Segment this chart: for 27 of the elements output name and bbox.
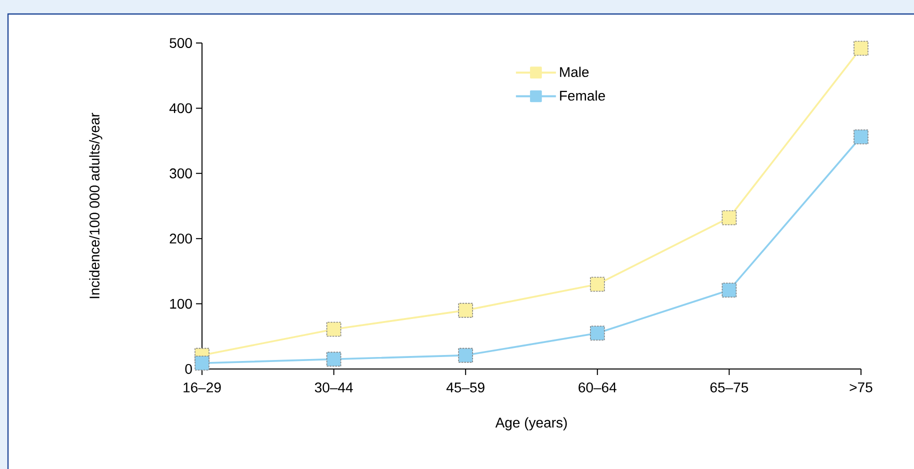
point — [458, 302, 473, 318]
y-axis-title: Incidence/100 000 adults/year — [89, 112, 102, 298]
point — [194, 356, 210, 371]
y-tick-label: 100 — [170, 298, 192, 309]
y-tick-label: 400 — [169, 103, 192, 114]
y-tick-label: 300 — [170, 168, 192, 178]
point — [854, 40, 868, 56]
x-tick-label: 65–75 — [710, 382, 748, 392]
point — [458, 348, 473, 363]
x-tick-label: 60–64 — [578, 382, 616, 392]
point — [722, 210, 737, 226]
point — [722, 282, 737, 298]
x-tick-label: 30–44 — [314, 382, 353, 392]
legend-label: Male — [560, 66, 589, 78]
x-tick-label: 45–59 — [446, 382, 484, 392]
y-tick-label: 200 — [170, 234, 192, 244]
x-tick-label: >75 — [850, 382, 872, 392]
y-tick-label: 0 — [185, 364, 192, 374]
x-tick-label: 16–29 — [184, 382, 221, 392]
x-axis-title: Age (years) — [495, 417, 567, 430]
legend-label: Female — [560, 90, 605, 101]
point — [326, 352, 342, 367]
point — [326, 322, 342, 337]
point — [590, 276, 605, 292]
y-tick-label: 500 — [170, 38, 192, 48]
point — [590, 326, 605, 341]
point — [854, 129, 868, 144]
